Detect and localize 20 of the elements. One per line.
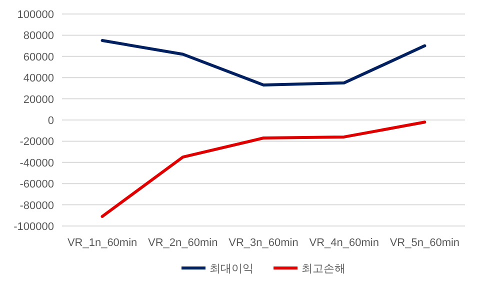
line-series (100, 39, 426, 87)
x-tick-label: VR_4n_60min (309, 237, 379, 249)
y-tick-label: 20000 (23, 94, 54, 106)
x-tick-label: VR_3n_60min (228, 237, 298, 249)
legend-label: 최대이익 (210, 263, 254, 275)
y-tick-label: -60000 (20, 178, 54, 191)
y-tick-label: 60000 (23, 51, 54, 64)
x-tick-label: VR_5n_60min (390, 237, 460, 249)
y-tick-label: -80000 (20, 200, 54, 212)
x-tick-label: VR_1n_60min (67, 237, 138, 249)
y-tick-label: -100000 (14, 221, 54, 233)
y-tick-label: 0 (48, 115, 54, 127)
y-tick-label: -20000 (20, 136, 54, 148)
y-tick-label: -40000 (20, 157, 54, 170)
y-tick-label: 100000 (17, 9, 54, 21)
y-tick-label: 40000 (23, 72, 54, 85)
y-tick-label: 80000 (23, 30, 54, 42)
x-tick-label: VR_2n_60min (148, 237, 218, 249)
line-series (100, 120, 426, 218)
legend-label: 최고손해 (302, 263, 346, 275)
